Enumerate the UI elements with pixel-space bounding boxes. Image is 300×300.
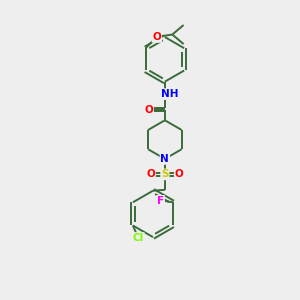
Text: Cl: Cl [133, 233, 144, 243]
Text: O: O [146, 169, 155, 179]
Text: F: F [157, 196, 164, 206]
Text: O: O [152, 32, 161, 42]
Text: O: O [144, 105, 153, 115]
Text: S: S [161, 169, 169, 179]
Text: O: O [144, 105, 153, 115]
Text: N: N [160, 154, 169, 164]
Text: NH: NH [161, 89, 179, 99]
Text: O: O [175, 169, 184, 179]
